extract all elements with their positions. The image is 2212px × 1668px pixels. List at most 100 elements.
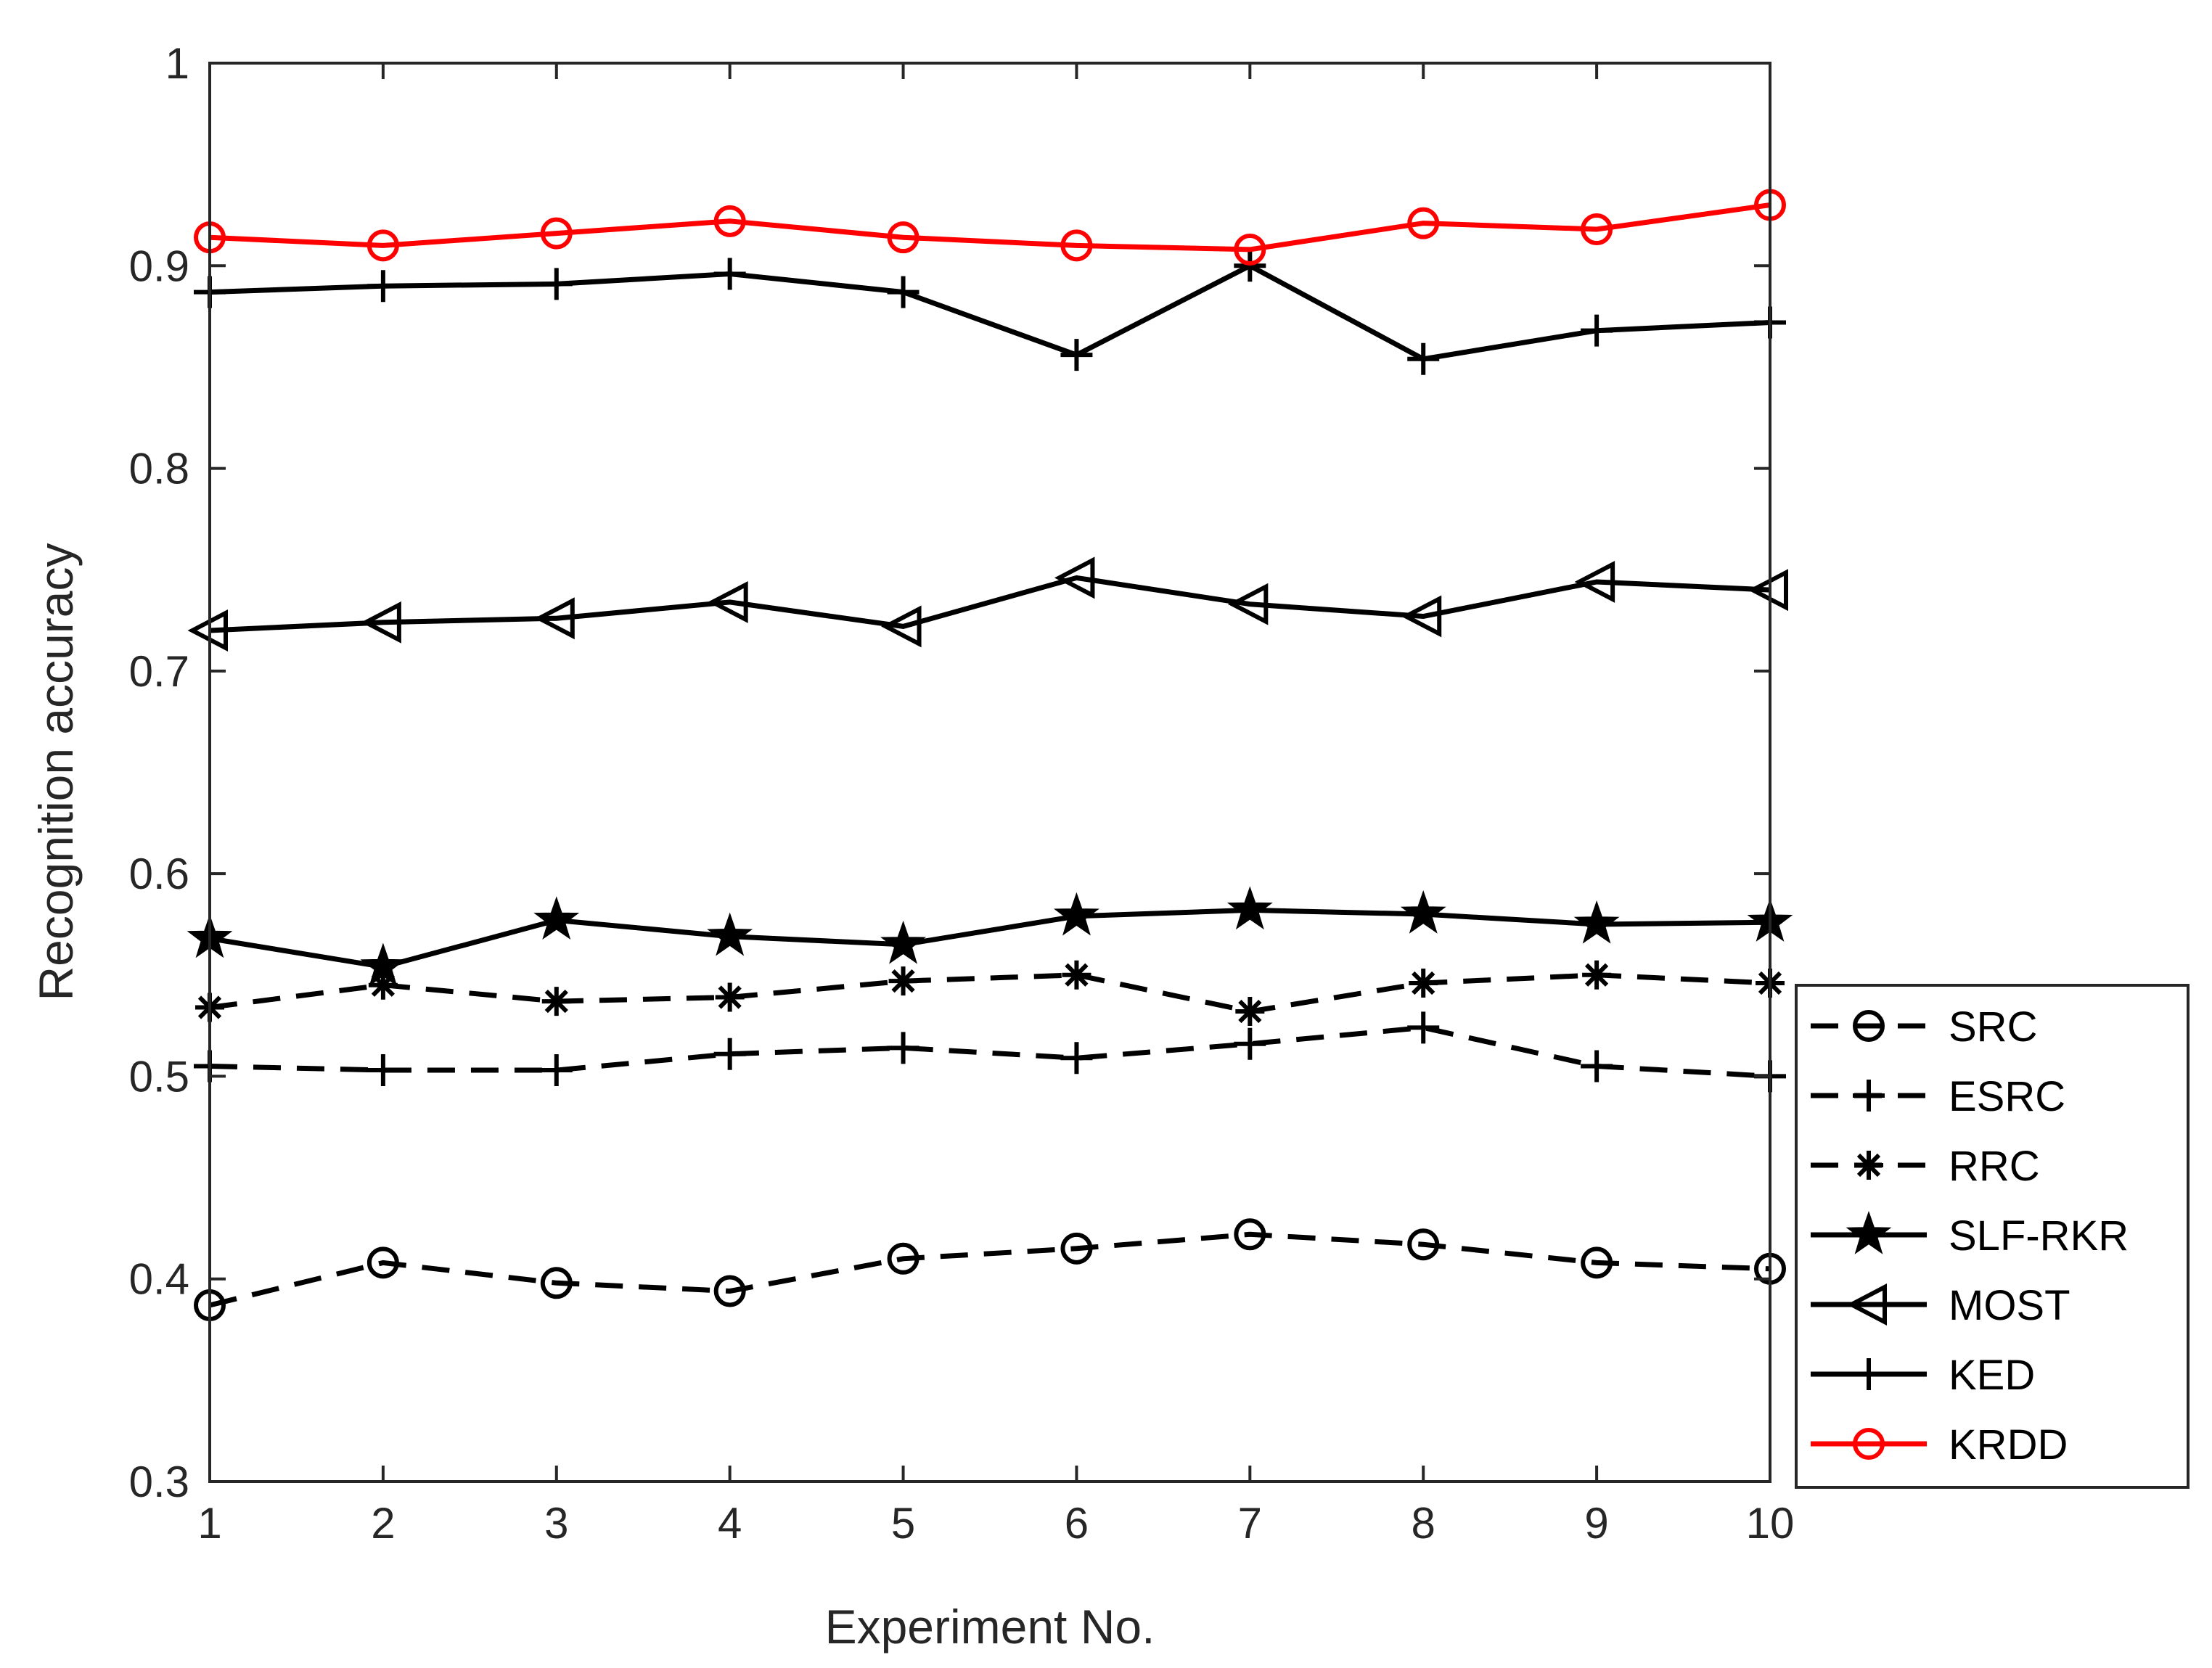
plot-area-frame xyxy=(208,62,1771,1483)
x-tick-label: 5 xyxy=(891,1499,915,1548)
series-line-ked xyxy=(209,263,1771,362)
data-point-most xyxy=(534,597,575,640)
legend-label-esrc: ESRC xyxy=(1949,1073,2065,1120)
series-slf-rkr xyxy=(187,886,1793,987)
data-point-rrc xyxy=(1062,960,1091,990)
data-point-krdd xyxy=(1407,207,1440,239)
data-point-esrc xyxy=(1581,1050,1613,1082)
x-tick-label: 6 xyxy=(1065,1499,1089,1548)
data-point-most xyxy=(1054,556,1095,599)
data-point-esrc xyxy=(713,1038,746,1070)
y-tick-label: 0.8 xyxy=(129,445,189,493)
legend-label-rrc: RRC xyxy=(1949,1143,2040,1190)
data-point-esrc xyxy=(540,1054,573,1087)
legend-label-most: MOST xyxy=(1949,1282,2070,1329)
series-line-krdd xyxy=(209,202,1771,252)
series-most xyxy=(187,556,1788,652)
x-tick-label: 10 xyxy=(1746,1499,1795,1548)
data-point-krdd xyxy=(540,217,573,250)
series-line-most xyxy=(209,575,1771,633)
data-point-src xyxy=(887,1242,919,1275)
data-point-src xyxy=(366,1246,399,1279)
legend-marker-src xyxy=(1853,1010,1885,1042)
data-point-src xyxy=(1060,1232,1093,1265)
legend-label-slf-rkr: SLF-RKR xyxy=(1949,1212,2129,1260)
x-axis-title: Experiment No. xyxy=(825,1600,1155,1653)
data-point-krdd xyxy=(1234,233,1266,266)
data-point-ked xyxy=(366,270,399,303)
data-point-esrc xyxy=(887,1032,919,1064)
x-tick-label: 8 xyxy=(1412,1499,1435,1548)
data-point-ked xyxy=(1407,342,1440,375)
legend-label-src: SRC xyxy=(1949,1003,2037,1051)
data-point-krdd xyxy=(713,205,746,237)
y-tick-label: 0.9 xyxy=(129,242,189,290)
data-point-rrc xyxy=(368,970,398,1000)
series-line-src xyxy=(209,1231,1771,1308)
x-tick-label: 4 xyxy=(718,1499,742,1548)
series-line-slf-rkr xyxy=(209,907,1771,970)
series-esrc xyxy=(194,1011,1786,1093)
y-tick-label: 1 xyxy=(165,39,189,88)
data-point-most xyxy=(708,580,748,623)
data-point-rrc xyxy=(888,966,918,996)
legend-marker-esrc xyxy=(1853,1080,1885,1112)
data-point-slf-rkr xyxy=(1054,892,1099,936)
axis-ticks: 1 2 3 4 5 6 7 8 9 10 0.3 0.4 0.5 0.6 0.7 0.8 0.9 1 xyxy=(129,39,1795,1548)
data-point-rrc xyxy=(1235,997,1265,1027)
data-point-ked xyxy=(887,276,919,308)
x-tick-label: 1 xyxy=(197,1499,221,1548)
data-point-ked xyxy=(1581,314,1613,347)
data-point-esrc xyxy=(1407,1011,1440,1044)
data-point-src xyxy=(713,1275,746,1307)
y-tick-label: 0.5 xyxy=(129,1052,189,1101)
data-point-slf-rkr xyxy=(1226,886,1273,930)
data-point-krdd xyxy=(1581,213,1613,246)
data-point-krdd xyxy=(1060,229,1093,262)
legend-marker-rrc xyxy=(1854,1151,1883,1180)
data-point-most xyxy=(361,601,401,644)
data-point-rrc xyxy=(541,987,571,1016)
data-point-slf-rkr xyxy=(707,912,753,956)
legend: SRC ESRC RRC SLF-RKR MOST KED KRDD xyxy=(1795,984,2190,1489)
data-point-esrc xyxy=(1234,1027,1266,1060)
data-point-most xyxy=(1574,561,1615,603)
data-point-src xyxy=(1407,1228,1440,1261)
series-line-rrc xyxy=(209,972,1771,1014)
data-point-most xyxy=(1401,595,1442,638)
data-point-slf-rkr xyxy=(533,896,580,940)
y-axis-title: Recognition accuracy xyxy=(29,543,83,1001)
data-point-krdd xyxy=(366,229,399,262)
x-tick-label: 3 xyxy=(544,1499,568,1548)
data-point-esrc xyxy=(1060,1042,1093,1075)
data-point-krdd xyxy=(887,221,919,254)
x-tick-label: 9 xyxy=(1584,1499,1608,1548)
data-point-src xyxy=(1234,1218,1266,1251)
data-point-slf-rkr xyxy=(880,920,926,964)
data-point-slf-rkr xyxy=(1573,900,1620,944)
y-tick-label: 0.7 xyxy=(129,647,189,696)
data-point-most xyxy=(1227,583,1269,625)
legend-marker-most xyxy=(1846,1283,1887,1326)
data-point-src xyxy=(540,1267,573,1299)
data-point-ked xyxy=(1234,250,1266,282)
data-point-ked xyxy=(713,258,746,290)
data-point-esrc xyxy=(366,1054,399,1087)
y-tick-label: 0.4 xyxy=(129,1255,189,1304)
legend-label-krdd: KRDD xyxy=(1949,1421,2068,1468)
y-tick-label: 0.6 xyxy=(129,850,189,898)
data-point-rrc xyxy=(1582,960,1612,990)
x-tick-label: 2 xyxy=(371,1499,395,1548)
legend-label-ked: KED xyxy=(1949,1352,2035,1399)
data-point-ked xyxy=(1060,339,1093,371)
data-point-slf-rkr xyxy=(360,942,406,987)
data-point-rrc xyxy=(715,982,745,1012)
x-tick-label: 7 xyxy=(1238,1499,1262,1548)
data-point-src xyxy=(1581,1246,1613,1279)
data-point-ked xyxy=(540,268,573,300)
legend-marker-slf-rkr xyxy=(1846,1210,1892,1254)
legend-marker-ked xyxy=(1853,1358,1885,1390)
plot-marks xyxy=(187,189,1793,1322)
data-point-most xyxy=(881,605,922,648)
